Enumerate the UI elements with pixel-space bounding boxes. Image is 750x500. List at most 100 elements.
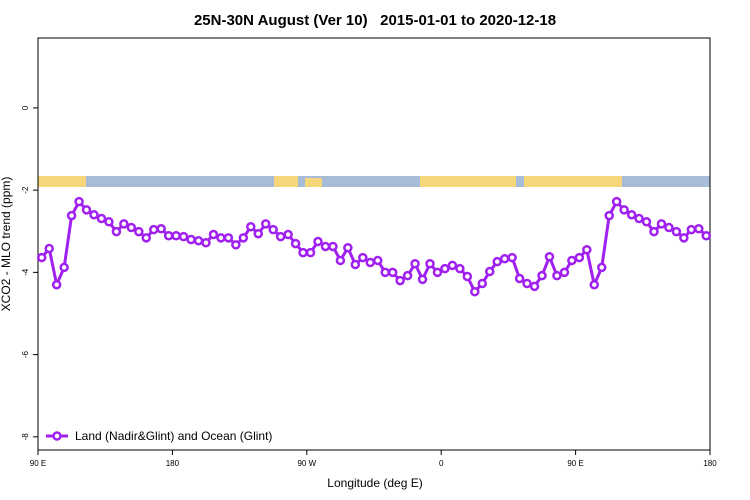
data-point bbox=[567, 255, 577, 266]
data-point bbox=[470, 286, 480, 297]
data-point bbox=[417, 274, 428, 285]
data-point bbox=[216, 233, 226, 243]
data-point bbox=[365, 257, 376, 268]
chart-title: 25N-30N August (Ver 10) 2015-01-01 to 20… bbox=[194, 12, 556, 29]
data-point bbox=[111, 226, 122, 237]
data-point bbox=[275, 231, 286, 242]
data-point bbox=[178, 231, 189, 242]
data-point bbox=[104, 217, 114, 227]
y-tick-label: 0 bbox=[21, 105, 30, 110]
data-point bbox=[193, 235, 204, 246]
data-point bbox=[544, 251, 555, 262]
data-point bbox=[425, 258, 435, 269]
data-point bbox=[619, 205, 629, 215]
data-point bbox=[522, 278, 532, 289]
data-point bbox=[343, 242, 353, 253]
data-point bbox=[686, 224, 697, 235]
data-point bbox=[589, 279, 600, 290]
data-point bbox=[649, 226, 659, 237]
data-point bbox=[656, 219, 667, 229]
data-point bbox=[320, 241, 331, 252]
data-point bbox=[141, 233, 152, 243]
data-point bbox=[477, 278, 488, 289]
x-tick-label: 180 bbox=[166, 459, 180, 468]
land-ocean-strip bbox=[38, 176, 710, 187]
data-point bbox=[66, 210, 77, 221]
data-point bbox=[89, 210, 99, 220]
data-point bbox=[455, 263, 465, 274]
data-point bbox=[148, 224, 159, 235]
data-point bbox=[335, 255, 346, 266]
data-point bbox=[246, 221, 256, 232]
data-point bbox=[156, 224, 166, 234]
data-point bbox=[96, 213, 107, 224]
y-tick-label: -6 bbox=[21, 351, 30, 359]
data-point bbox=[626, 210, 637, 220]
data-point bbox=[358, 252, 368, 263]
data-point bbox=[611, 196, 622, 207]
data-point bbox=[552, 270, 562, 281]
data-point bbox=[701, 231, 712, 241]
data-point bbox=[290, 238, 301, 249]
data-point bbox=[395, 275, 405, 286]
data-point bbox=[634, 213, 644, 224]
data-point bbox=[171, 231, 181, 241]
data-point bbox=[679, 233, 689, 243]
data-point bbox=[582, 245, 592, 255]
data-point bbox=[499, 254, 510, 264]
data-point bbox=[484, 266, 495, 277]
data-point bbox=[119, 219, 129, 229]
data-point bbox=[163, 231, 174, 241]
data-point bbox=[51, 279, 62, 290]
plot-frame bbox=[37, 37, 711, 451]
data-point bbox=[574, 252, 585, 263]
data-point bbox=[514, 273, 525, 284]
data-point bbox=[298, 247, 308, 258]
data-point bbox=[387, 267, 398, 278]
data-point bbox=[380, 267, 390, 278]
data-point bbox=[410, 258, 420, 269]
data-point bbox=[641, 217, 652, 227]
data-point bbox=[253, 228, 264, 239]
data-point bbox=[447, 260, 458, 271]
data-point bbox=[59, 262, 69, 273]
data-point bbox=[671, 226, 682, 237]
data-point bbox=[126, 222, 137, 233]
data-point bbox=[529, 281, 540, 292]
data-point bbox=[372, 255, 383, 266]
x-tick-label: 90 W bbox=[297, 459, 316, 468]
data-point bbox=[201, 238, 211, 248]
data-point bbox=[186, 234, 196, 245]
data-point bbox=[231, 240, 241, 250]
x-axis-label: Longitude (deg E) bbox=[327, 476, 422, 490]
data-point bbox=[81, 205, 92, 215]
data-point bbox=[664, 222, 674, 233]
data-point bbox=[537, 270, 547, 281]
y-tick-label: -4 bbox=[21, 268, 30, 276]
data-point bbox=[283, 229, 293, 240]
data-point bbox=[604, 210, 614, 221]
data-point bbox=[350, 259, 361, 270]
data-point bbox=[208, 229, 219, 240]
data-point bbox=[440, 263, 450, 274]
data-point bbox=[74, 196, 84, 207]
data-point bbox=[268, 224, 278, 235]
data-point bbox=[507, 252, 517, 263]
data-point bbox=[36, 252, 47, 263]
x-tick-label: 90 E bbox=[30, 459, 46, 468]
x-tick-label: 180 bbox=[703, 459, 717, 468]
y-tick-label: -8 bbox=[21, 433, 30, 441]
data-point bbox=[238, 233, 249, 243]
data-point bbox=[328, 241, 338, 252]
data-point bbox=[694, 224, 704, 234]
x-tick-label: 0 bbox=[439, 459, 444, 468]
data-point bbox=[596, 262, 607, 273]
y-axis-label: XCO2 - MLO trend (ppm) bbox=[0, 177, 13, 312]
data-point bbox=[313, 236, 323, 247]
data-point bbox=[44, 243, 54, 254]
data-point bbox=[432, 267, 443, 278]
y-tick-label: -2 bbox=[21, 186, 30, 194]
data-point bbox=[260, 219, 271, 229]
data-point bbox=[462, 271, 473, 282]
